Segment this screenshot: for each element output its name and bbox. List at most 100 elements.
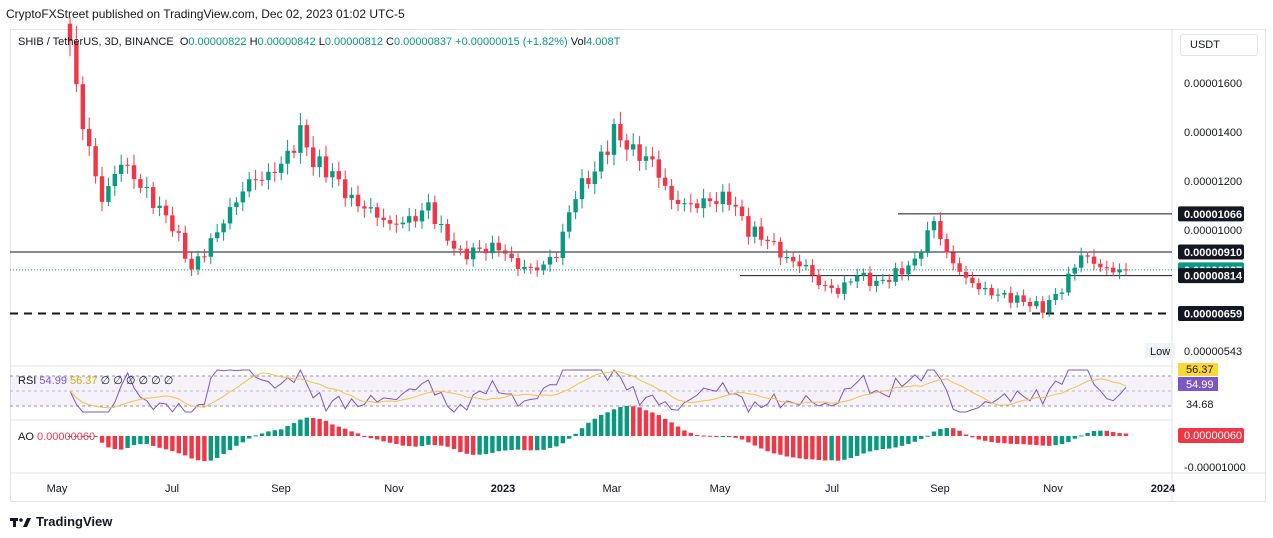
candle (291, 144, 297, 158)
candle-body (317, 156, 322, 168)
candle (925, 221, 930, 257)
ao-bar (663, 418, 668, 436)
candle (234, 197, 239, 215)
candle (707, 192, 713, 208)
ao-bar (1053, 436, 1058, 446)
ao-bar (861, 436, 866, 454)
time-tick-label: Sep (271, 483, 291, 495)
candle-body (931, 220, 937, 231)
candle (279, 156, 284, 181)
candle-body (496, 242, 501, 251)
candle-body (208, 238, 213, 257)
candle (202, 249, 207, 263)
candle-body (746, 216, 751, 237)
candle (592, 161, 597, 195)
candle (311, 136, 316, 176)
ao-bar (637, 407, 642, 436)
candles (67, 16, 1129, 319)
ao-bar (221, 436, 226, 454)
candle-body (1053, 293, 1058, 301)
candle (471, 242, 476, 267)
tradingview-logo-icon (10, 517, 31, 527)
time-tick-label: Sep (930, 483, 950, 495)
ao-bar (298, 419, 303, 436)
candle (727, 183, 732, 211)
candle (394, 215, 399, 233)
ao-bar (1034, 436, 1039, 446)
candle (547, 249, 553, 272)
candle-body (944, 239, 949, 253)
candle (176, 224, 181, 242)
candle (835, 284, 841, 299)
candle-body (547, 256, 553, 265)
ao-bar (976, 436, 981, 440)
candle-body (387, 220, 393, 224)
candle-body (99, 176, 105, 202)
ao-bar (259, 433, 265, 436)
chart-frame[interactable] (10, 29, 1266, 502)
brand-footer[interactable]: TradingView (10, 514, 112, 529)
candle-body (368, 207, 373, 209)
candle-body (880, 279, 885, 281)
ao-bar (176, 436, 181, 454)
candle-body (221, 223, 226, 233)
ao-bar (842, 436, 847, 460)
ao-bar (797, 436, 802, 459)
ao-legend[interactable]: AO 0.00000060 (18, 431, 95, 443)
candle-body (675, 199, 681, 205)
candle-body (471, 247, 476, 260)
ao-bar (464, 436, 469, 454)
candle-body (483, 248, 489, 254)
candle (611, 118, 617, 166)
ao-bar (483, 436, 489, 455)
candle-body (714, 201, 719, 204)
candle-body (835, 288, 841, 294)
candle (893, 262, 898, 287)
candle (125, 157, 130, 174)
candle-body (170, 215, 175, 232)
candle-body (669, 185, 674, 200)
candle-body (176, 231, 181, 233)
candle (67, 16, 73, 57)
price-label-box: 0.00001066 (1178, 206, 1244, 222)
ao-bar (925, 435, 930, 437)
candle (387, 215, 393, 231)
candle-body (887, 279, 892, 282)
price-label-text: 0.00001066 (1184, 209, 1242, 221)
ao-bar (727, 436, 732, 437)
candle (272, 162, 277, 182)
ao-bar (1021, 436, 1026, 445)
currency-selector[interactable]: USDT (1180, 34, 1258, 56)
candle-body (439, 223, 444, 225)
ao-bar (1104, 430, 1109, 436)
volume-label: Vol (570, 36, 587, 48)
candle-body (477, 247, 482, 249)
candle (1040, 296, 1045, 319)
candle-body (771, 241, 777, 243)
ao-bar (957, 430, 962, 436)
candle-body (643, 156, 649, 161)
candle (323, 145, 329, 183)
ao-bar (951, 428, 956, 436)
ao-bar (791, 436, 796, 458)
ao-bar (432, 436, 437, 446)
candle-body (1040, 301, 1045, 313)
ao-bar (227, 436, 233, 451)
candle (464, 240, 469, 265)
ao-badge-text: 0.00000060 (1184, 430, 1242, 442)
candle (605, 140, 610, 165)
ao-bar (381, 436, 386, 442)
ohlc-legend[interactable]: SHIB / TetherUS, 3D, BINANCE O0.00000822… (18, 36, 620, 48)
rsi-badge (1178, 377, 1218, 391)
candle-body (855, 275, 860, 282)
ao-bar (323, 420, 329, 436)
ao-bar (522, 436, 527, 451)
candle (285, 139, 290, 175)
candle-body (112, 173, 117, 187)
candle (739, 199, 745, 221)
candle-body (599, 151, 604, 172)
ao-bar (669, 422, 674, 436)
ao-bar (1027, 436, 1033, 445)
rsi-legend[interactable]: RSI 54.99 56.37 ∅ ∅ ∅ ∅ ∅ ∅ (18, 374, 173, 387)
